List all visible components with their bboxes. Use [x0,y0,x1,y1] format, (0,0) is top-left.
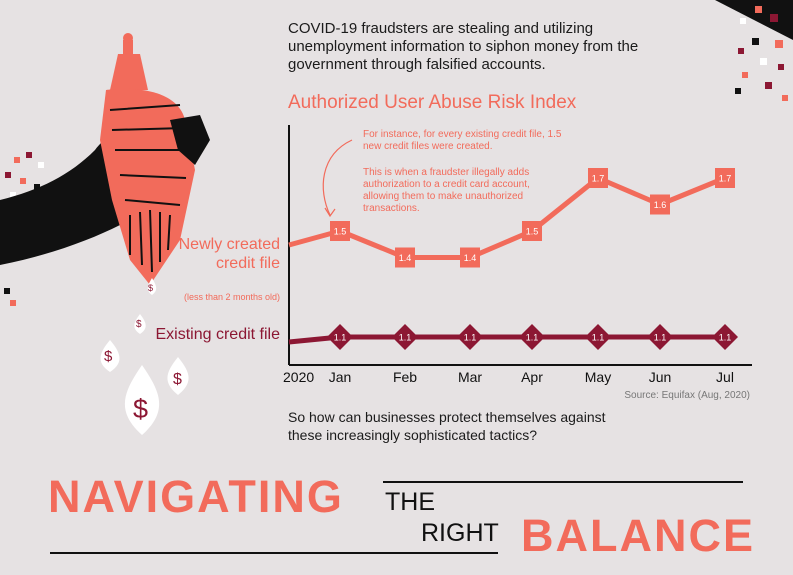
x-tick-label: Feb [393,369,417,385]
series-label-existing: Existing credit file [155,326,281,343]
x-tick-label: Apr [521,369,543,385]
series-label-new-sub: (less than 2 months old) [183,292,280,302]
data-label: 1.4 [464,253,477,263]
data-point [588,168,608,188]
chart-title: Authorized User Abuse Risk Index [288,92,577,113]
data-point [585,324,611,350]
data-point [330,221,350,241]
headline-rule-top [383,481,743,483]
data-label: 1.1 [654,333,667,343]
headline-navigating: NAVIGATING [48,471,344,522]
annotation-new-files: For instance, for every existing credit … [363,129,562,152]
x-tick-label: Jul [716,369,734,385]
series-label-new: Newly created credit file [178,236,280,272]
headline-rule-bottom [50,552,498,554]
data-point [395,247,415,268]
data-point [715,168,735,188]
data-label: 1.4 [399,253,412,263]
data-label: 1.7 [592,174,605,184]
data-point [522,221,542,241]
data-label: 1.1 [592,333,605,343]
data-label: 1.1 [719,333,732,343]
x-tick-label: May [585,369,611,385]
data-label: 1.5 [526,227,539,237]
money-drop-symbol-1: $ [148,283,154,293]
data-point [457,324,483,350]
data-point [712,324,738,350]
money-drop-symbol-2: $ [136,319,142,330]
annotation-definition: This is when a fraudster illegally adds … [363,167,530,214]
money-drop-symbol-5: $ [133,394,149,424]
money-drop-symbol-4: $ [173,371,182,388]
money-drop-symbol-3: $ [104,348,113,365]
intro-text: COVID-19 fraudsters are stealing and uti… [288,20,639,73]
data-point [519,324,545,350]
headline-balance: BALANCE [521,510,755,561]
data-point [392,324,418,350]
annotation-arrowhead [324,207,336,218]
series-line [288,334,725,345]
data-point [460,247,480,268]
data-label: 1.1 [526,333,539,343]
headline-right: RIGHT [421,519,499,547]
headline-the: THE [385,488,435,516]
x-tick-label: Jun [649,369,672,385]
data-label: 1.1 [464,333,477,343]
annotation-arrow [322,139,353,216]
x-tick-label: Jan [329,369,352,385]
closing-question: So how can businesses protect themselves… [288,409,606,443]
x-axis-year-label: 2020 [283,369,314,385]
data-point [650,194,670,215]
x-tick-label: Mar [458,369,482,385]
pixel-confetti-left [2,152,44,306]
pixel-confetti-right [715,0,793,101]
chart-source: Source: Equifax (Aug, 2020) [624,390,750,401]
data-point [647,324,673,350]
data-label: 1.5 [334,227,347,237]
data-point [327,324,353,350]
chart-axes [288,125,752,366]
data-label: 1.1 [399,333,412,343]
data-label: 1.6 [654,200,667,210]
data-label: 1.7 [719,174,732,184]
data-label: 1.1 [334,333,347,343]
